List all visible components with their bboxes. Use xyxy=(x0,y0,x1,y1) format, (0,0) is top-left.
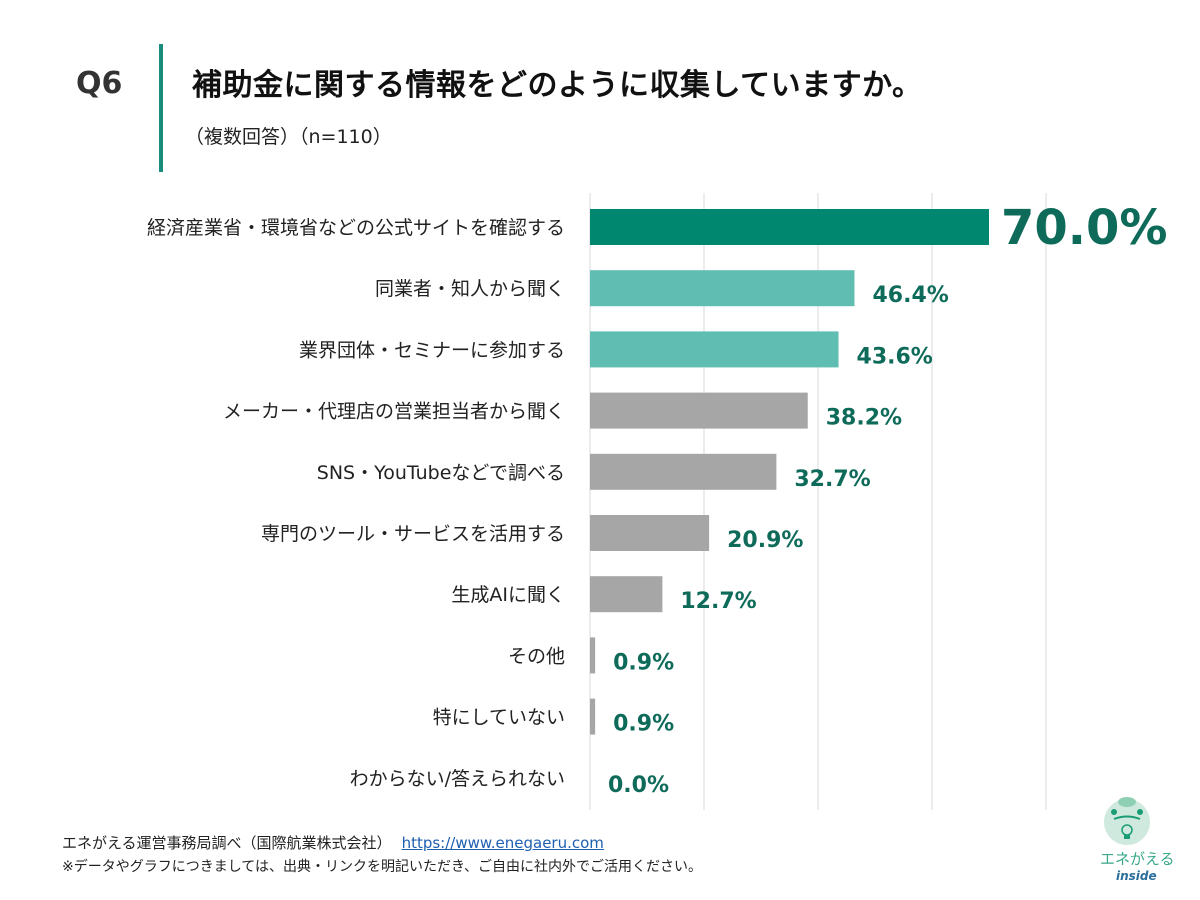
data-label: 46.4% xyxy=(872,283,948,308)
bar xyxy=(590,270,855,307)
bar xyxy=(590,698,596,735)
category-label: 専門のツール・サービスを活用する xyxy=(261,523,565,545)
data-label: 38.2% xyxy=(826,406,902,431)
category-label: SNS・YouTubeなどで調べる xyxy=(317,462,565,484)
question-number: Q6 xyxy=(76,66,123,101)
category-label: 生成AIに聞く xyxy=(451,584,565,606)
frog-bulb-icon: エネがえる inside xyxy=(1100,797,1175,883)
bar xyxy=(590,392,808,429)
svg-text:inside: inside xyxy=(1116,869,1157,883)
bar xyxy=(590,331,839,368)
category-label: 経済産業省・環境省などの公式サイトを確認する xyxy=(147,217,565,239)
data-label: 32.7% xyxy=(794,467,870,492)
bar xyxy=(590,515,710,551)
bar xyxy=(590,576,663,613)
bar xyxy=(590,209,989,245)
svg-text:エネがえる: エネがえる xyxy=(1100,850,1175,868)
data-label: 0.9% xyxy=(613,650,674,675)
category-label: 業界団体・セミナーに参加する xyxy=(299,339,565,361)
bar xyxy=(590,453,777,490)
enegaeru-logo: エネがえる inside xyxy=(1094,792,1184,888)
category-label: その他 xyxy=(508,645,565,667)
page-subtitle: （複数回答）（n=110） xyxy=(185,126,392,148)
data-label: 0.9% xyxy=(613,712,674,737)
page-title: 補助金に関する情報をどのように収集していますか。 xyxy=(192,68,923,103)
category-label: 特にしていない xyxy=(433,707,565,729)
bar xyxy=(590,637,596,674)
source-text: エネがえる運営事務局調べ（国際航業株式会社） xyxy=(62,834,392,852)
source-note: エネがえる運営事務局調べ（国際航業株式会社） https://www.enegae… xyxy=(62,832,604,853)
data-label: 43.6% xyxy=(857,344,933,369)
data-label: 0.0% xyxy=(608,773,669,798)
category-label: メーカー・代理店の営業担当者から聞く xyxy=(223,401,565,423)
source-link[interactable]: https://www.enegaeru.com xyxy=(401,834,604,852)
data-label: 20.9% xyxy=(727,528,803,553)
category-label: 同業者・知人から聞く xyxy=(375,278,565,300)
category-label: わからない/答えられない xyxy=(350,768,565,790)
title-divider xyxy=(159,44,163,172)
usage-note: ※データやグラフにつきましては、出典・リンクを明記いただき、ご自由に社内外でご活… xyxy=(62,859,703,875)
data-label: 70.0% xyxy=(1001,200,1168,256)
data-label: 12.7% xyxy=(680,589,756,614)
